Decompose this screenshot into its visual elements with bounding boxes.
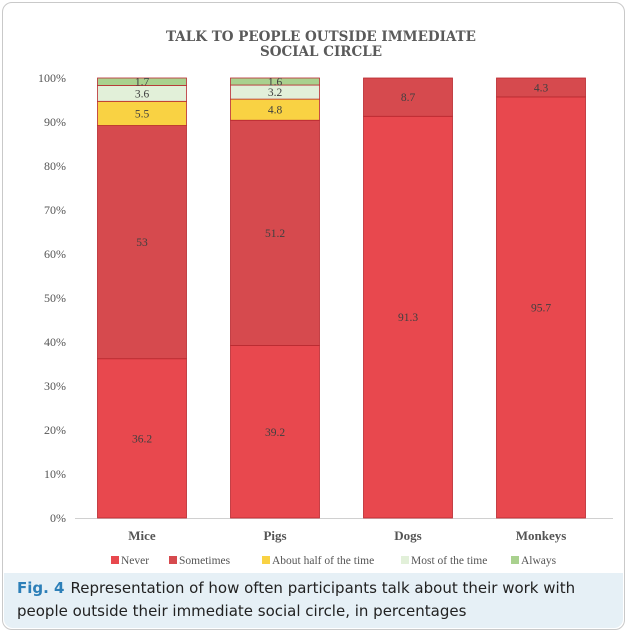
legend-swatch-never bbox=[111, 556, 119, 564]
x-tick-label: Dogs bbox=[394, 528, 421, 543]
legend-label-always: Always bbox=[521, 555, 557, 567]
legend-swatch-always bbox=[511, 556, 519, 564]
y-axis: 0% 10% 20% 30% 40% 50% 60% 70% 80% 90% 100% bbox=[38, 71, 613, 525]
y-tick-label: 40% bbox=[44, 335, 66, 349]
y-tick-label: 50% bbox=[44, 291, 66, 305]
data-label: 3.6 bbox=[135, 88, 150, 100]
x-axis: Mice Pigs Dogs Monkeys bbox=[128, 528, 566, 543]
y-tick-label: 100% bbox=[38, 71, 66, 85]
y-tick-label: 0% bbox=[50, 511, 66, 525]
legend-swatch-sometimes bbox=[169, 556, 177, 564]
bars bbox=[97, 77, 586, 519]
chart-title-line: SOCIAL CIRCLE bbox=[260, 44, 382, 60]
x-tick-label: Monkeys bbox=[516, 528, 567, 543]
y-tick-label: 30% bbox=[44, 379, 66, 393]
y-tick-label: 70% bbox=[44, 203, 66, 217]
legend-swatch-about-half-of-the-time bbox=[262, 556, 270, 564]
legend-label-never: Never bbox=[121, 555, 149, 567]
bar-monkeys-sometimes bbox=[496, 77, 586, 98]
data-label: 1.6 bbox=[268, 77, 283, 89]
y-tick-label: 80% bbox=[44, 159, 66, 173]
data-label: 91.3 bbox=[398, 312, 418, 324]
data-label: 39.2 bbox=[265, 427, 285, 439]
data-label: 4.3 bbox=[534, 82, 549, 94]
legend-label-sometimes: Sometimes bbox=[179, 555, 231, 567]
bar-dogs-never bbox=[363, 115, 453, 519]
caption-box: Fig. 4 Representation of how often partic… bbox=[4, 573, 623, 628]
bar-pigs-sometimes bbox=[230, 119, 320, 346]
bar-pigs-always bbox=[230, 77, 320, 86]
bar-mice-always bbox=[97, 77, 187, 86]
data-label: 8.7 bbox=[401, 92, 416, 104]
legend-label-about-half-of-the-time: About half of the time bbox=[272, 555, 374, 567]
data-label: 3.2 bbox=[268, 87, 283, 99]
bar-mice-about-half-of-the-time bbox=[97, 100, 187, 126]
data-label: 51.2 bbox=[265, 228, 285, 240]
y-tick-label: 90% bbox=[44, 115, 66, 129]
y-tick-label: 10% bbox=[44, 467, 66, 481]
legend-swatch-most-of-the-time bbox=[401, 556, 409, 564]
chart-title-line: TALK TO PEOPLE OUTSIDE IMMEDIATE bbox=[166, 29, 476, 45]
data-label: 1.7 bbox=[135, 77, 150, 89]
figure-caption: Fig. 4 Representation of how often partic… bbox=[17, 577, 617, 623]
data-label: 95.7 bbox=[531, 302, 551, 314]
data-label: 36.2 bbox=[132, 433, 152, 445]
data-label: 53 bbox=[136, 237, 148, 249]
bar-mice-sometimes bbox=[97, 125, 187, 360]
legend: Never Sometimes About half of the time Most… bbox=[111, 555, 557, 567]
x-tick-label: Mice bbox=[128, 528, 156, 543]
bar-pigs-never bbox=[230, 345, 320, 519]
bar-mice-never bbox=[97, 358, 187, 519]
data-labels: 36.2 53 5.5 3.61.7 39.2 51.2 4.8 3.21.6 91.3 8.7 9… bbox=[132, 77, 551, 446]
data-label: 4.8 bbox=[268, 105, 283, 117]
y-tick-label: 60% bbox=[44, 247, 66, 261]
bar-dogs-sometimes bbox=[363, 77, 453, 117]
caption-label: Fig. 4 bbox=[17, 579, 65, 597]
legend-label-most-of-the-time: Most of the time bbox=[411, 555, 487, 567]
data-label: 5.5 bbox=[135, 108, 150, 120]
bar-monkeys-never bbox=[496, 96, 586, 519]
x-tick-label: Pigs bbox=[263, 528, 286, 543]
y-tick-label: 20% bbox=[44, 423, 66, 437]
caption-text: Representation of how often participants… bbox=[17, 579, 576, 620]
